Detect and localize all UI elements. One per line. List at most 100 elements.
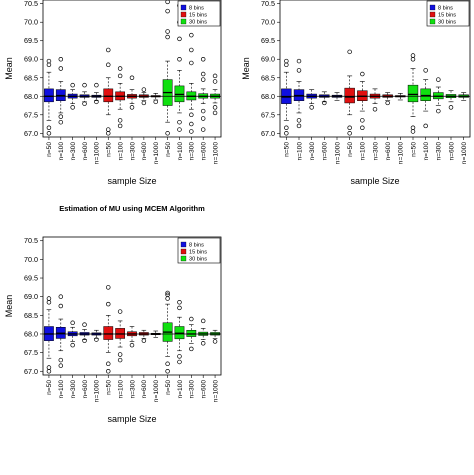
outlier-point	[177, 127, 182, 132]
boxplot-panel-bottom-left: Estimation of MU using MCEM Algorithm 67.…	[4, 204, 222, 424]
box-15-bins-n=100	[357, 71, 368, 130]
x-tick-label: n=100	[423, 142, 430, 161]
box-15-bins-n=100	[115, 309, 126, 363]
outlier-point	[46, 131, 52, 136]
box-15-bins-n=300	[127, 326, 137, 348]
x-tick-label: n=50	[46, 142, 53, 157]
x-tick-label: n=600	[201, 380, 208, 399]
box-body	[407, 84, 419, 103]
x-axis-label: sample Size	[107, 176, 156, 186]
box-30-bins-n=300	[433, 77, 444, 114]
outlier-point	[70, 82, 75, 88]
x-tick-label: n=50	[46, 380, 53, 395]
outlier-point	[106, 369, 111, 374]
box-body	[44, 88, 54, 103]
outlier-point	[165, 292, 170, 298]
outlier-point	[58, 114, 64, 119]
x-tick-label: n=1000	[212, 380, 219, 403]
x-axis-label: sample Size	[350, 176, 399, 186]
outlier-point	[82, 322, 87, 327]
box-8-bins-n=1000	[91, 82, 102, 105]
box-8-bins-n=100	[55, 56, 66, 125]
outlier-point	[189, 121, 194, 127]
box-body	[420, 88, 431, 101]
outlier-point	[58, 303, 64, 309]
outlier-point	[410, 56, 416, 62]
legend-swatch	[180, 11, 187, 18]
x-tick-label: n=600	[141, 142, 148, 161]
outlier-point	[165, 296, 170, 301]
y-tick-label: 70.0	[24, 255, 38, 264]
x-tick-label: n=300	[189, 142, 196, 161]
y-tick-label: 68.5	[24, 311, 38, 320]
outlier-point	[58, 56, 64, 62]
x-tick-label: n=1000	[212, 142, 219, 165]
x-tick-label: n=600	[448, 142, 455, 161]
legend-label: 8 bins	[438, 6, 453, 12]
outlier-point	[200, 318, 206, 324]
box-15-bins-n=600	[138, 329, 149, 343]
legend-swatch	[180, 241, 187, 248]
box-8-bins-n=100	[293, 58, 305, 129]
x-tick-label: n=100	[177, 142, 184, 161]
box-30-bins-n=50	[162, 290, 173, 374]
y-tick-label: 69.0	[24, 55, 38, 64]
outlier-point	[46, 369, 52, 374]
x-tick-label: n=100	[58, 380, 65, 399]
box-8-bins-n=100	[55, 294, 66, 368]
outlier-point	[309, 105, 314, 110]
outlier-point	[200, 127, 206, 132]
outlier-point	[284, 131, 289, 136]
chart-title: Estimation of MU using MCEM Algorithm	[59, 204, 205, 213]
legend-swatch	[429, 4, 436, 11]
outlier-point	[189, 316, 194, 322]
outlier-point	[177, 36, 182, 42]
y-tick-label: 67.0	[24, 367, 38, 376]
box-30-bins-n=100	[174, 3, 185, 132]
x-tick-label: n=100	[58, 142, 65, 161]
y-tick-label: 68.0	[24, 92, 38, 101]
x-tick-label: n=600	[82, 142, 89, 161]
box-30-bins-n=600	[198, 318, 209, 346]
outlier-point	[94, 82, 99, 88]
x-tick-label: n=100	[177, 380, 184, 399]
outlier-point	[296, 58, 302, 64]
x-tick-label: n=300	[129, 142, 136, 161]
legend-label: 15 bins	[189, 13, 207, 19]
outlier-point	[82, 101, 87, 106]
outlier-point	[165, 0, 170, 5]
outlier-point	[385, 100, 390, 106]
outlier-point	[177, 354, 182, 359]
box-8-bins-n=600	[319, 91, 330, 106]
x-tick-label: n=600	[322, 142, 329, 161]
outlier-point	[410, 125, 416, 130]
outlier-point	[212, 79, 218, 84]
outlier-point	[106, 131, 111, 136]
outlier-point	[58, 66, 64, 71]
outlier-point	[200, 108, 206, 114]
box-8-bins-n=1000	[91, 329, 102, 342]
x-tick-label: n=50	[106, 380, 113, 395]
outlier-point	[106, 127, 111, 132]
outlier-point	[212, 339, 218, 344]
x-tick-label: n=600	[201, 142, 208, 161]
box-30-bins-n=300	[186, 12, 197, 134]
outlier-point	[212, 73, 218, 79]
x-tick-label: n=1000	[94, 142, 101, 165]
outlier-point	[189, 346, 194, 352]
outlier-point	[347, 125, 352, 130]
outlier-point	[46, 296, 52, 301]
legend-swatch	[429, 11, 436, 18]
outlier-point	[200, 56, 206, 62]
box-30-bins-n=1000	[210, 329, 220, 344]
outlier-point	[200, 71, 206, 77]
outlier-point	[296, 118, 302, 123]
box-30-bins-n=600	[445, 90, 457, 110]
outlier-point	[153, 99, 158, 105]
y-tick-label: 70.5	[24, 0, 38, 8]
box-30-bins-n=50	[162, 0, 173, 136]
outlier-point	[189, 129, 194, 134]
x-tick-label: n=300	[436, 142, 443, 161]
outlier-point	[46, 125, 52, 130]
